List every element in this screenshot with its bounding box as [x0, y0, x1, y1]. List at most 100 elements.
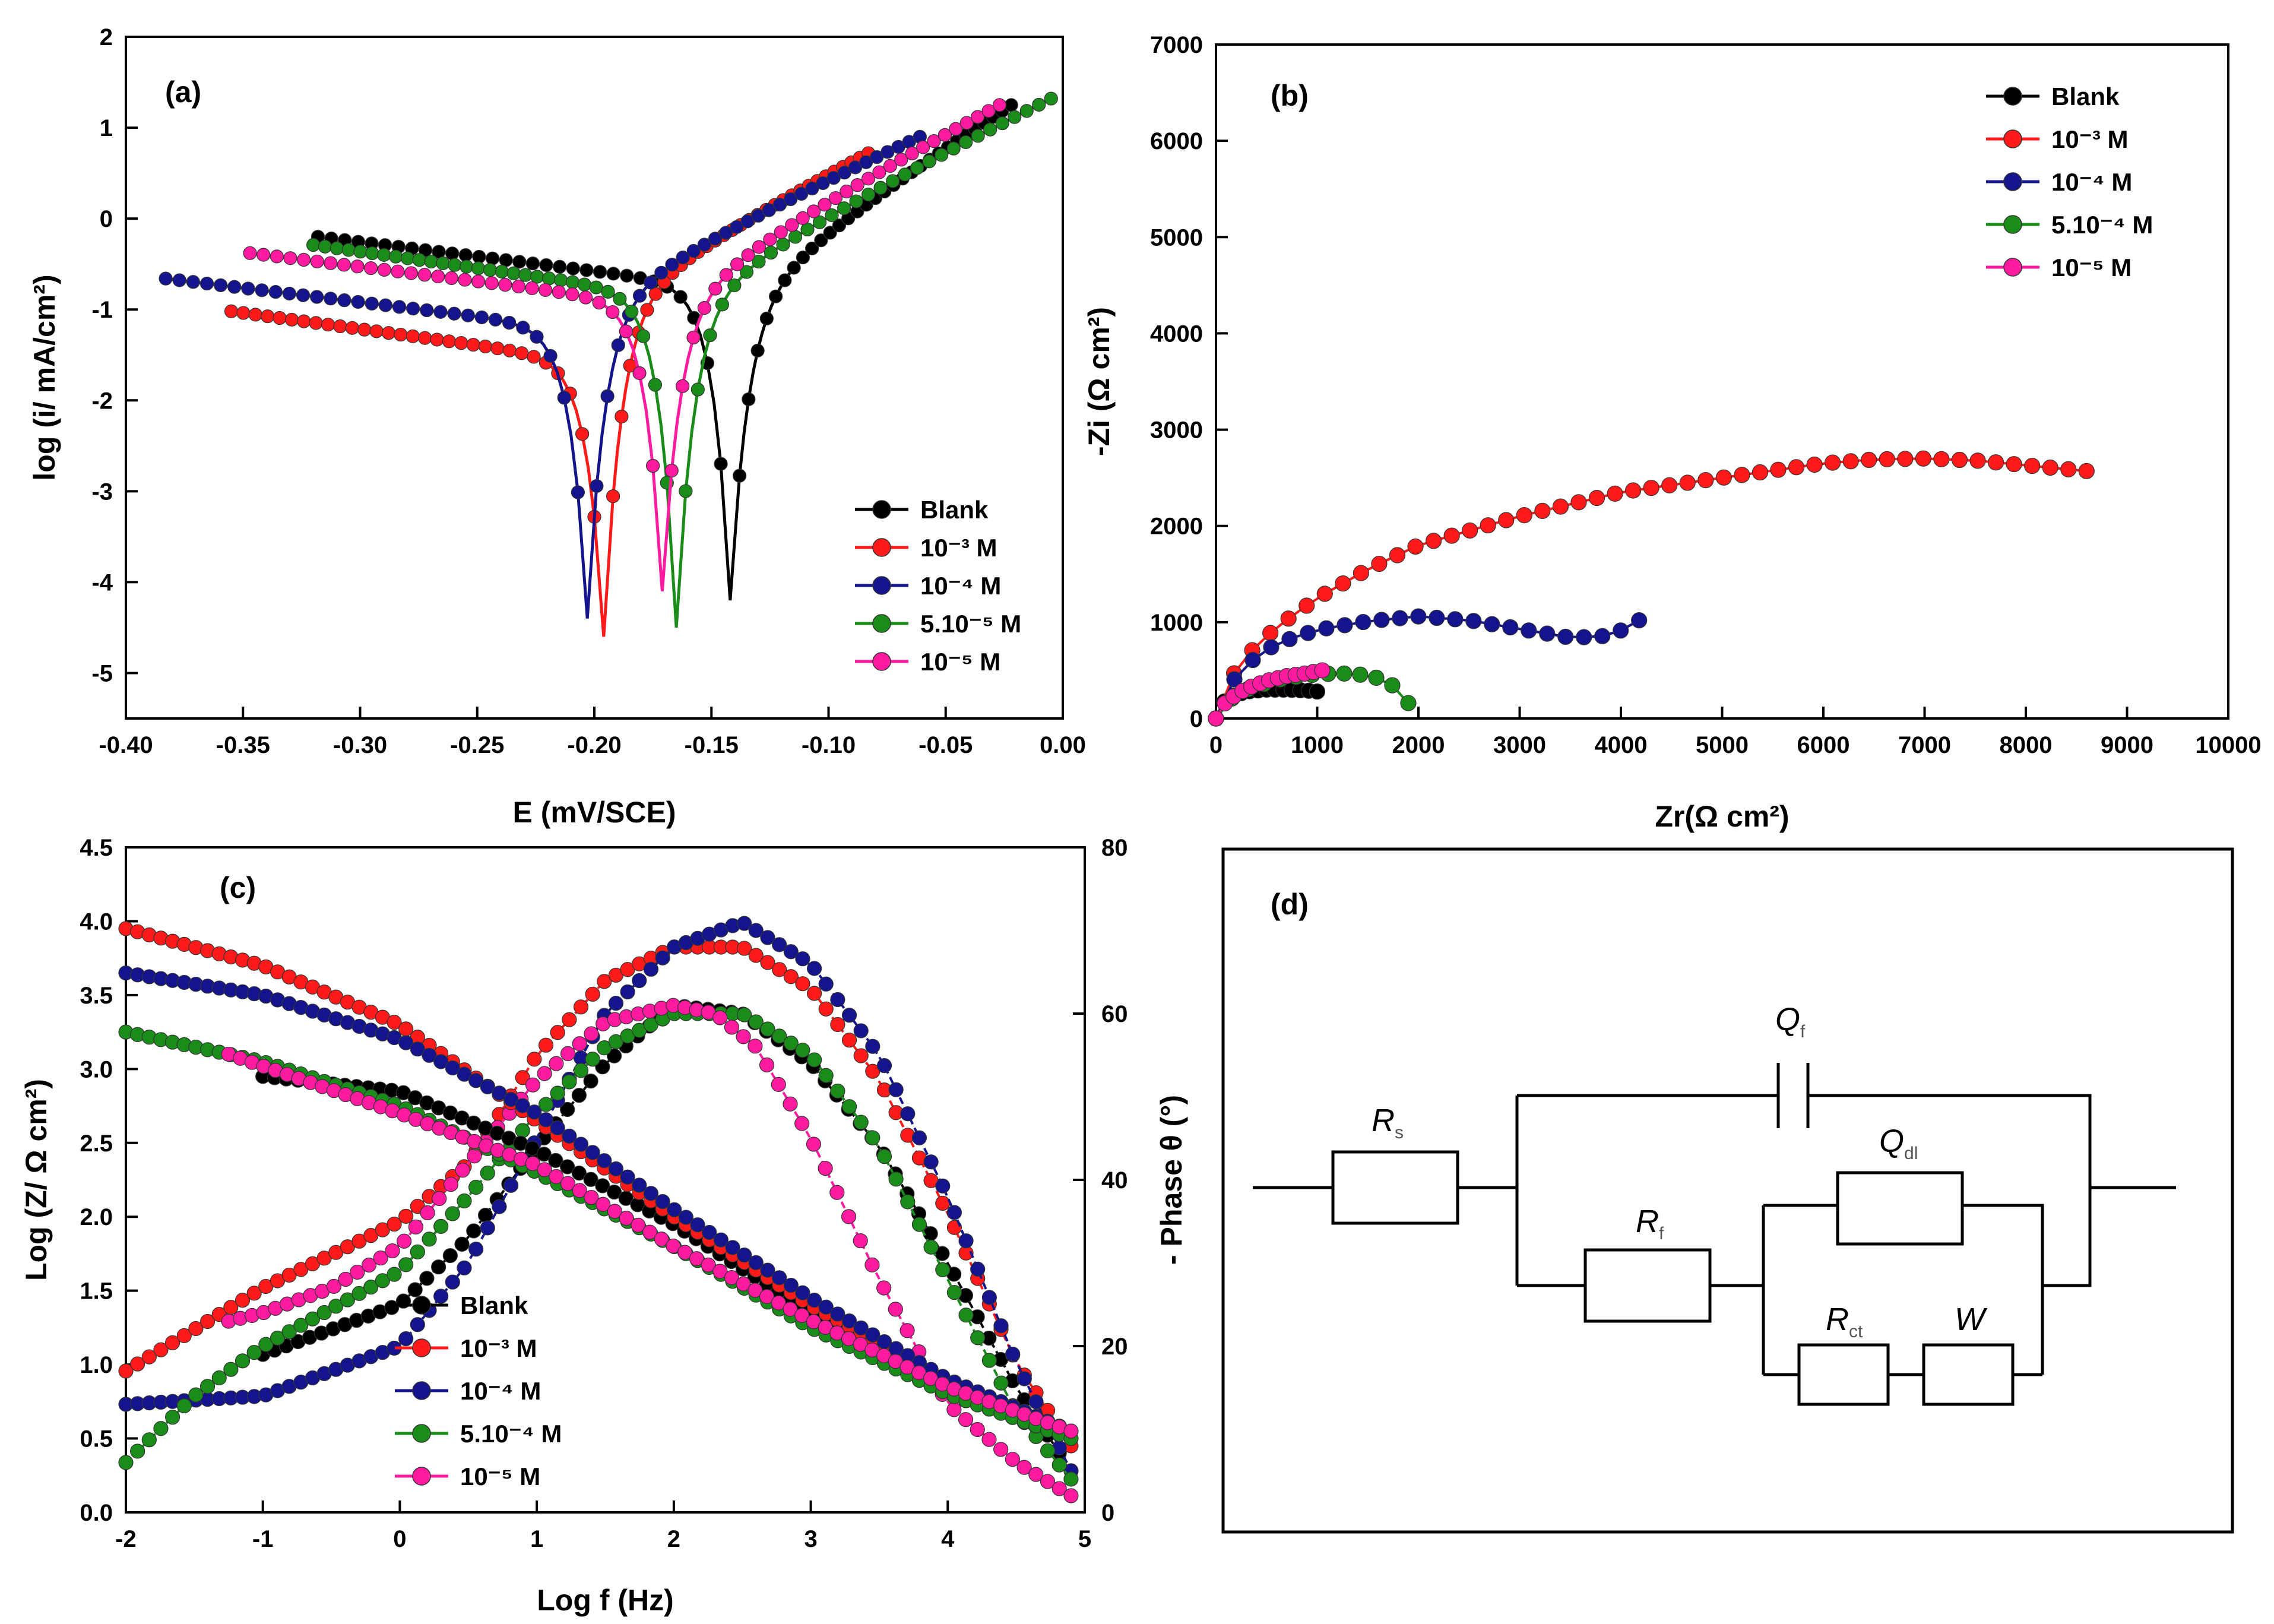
series-4-point: [806, 204, 821, 219]
x-tick-label: 3: [804, 1526, 817, 1552]
modulus-series-4-point: [759, 1289, 775, 1305]
x-tick-label: 3000: [1493, 732, 1546, 758]
panel-c-legend-label: 10⁻⁵ M: [460, 1462, 540, 1490]
modulus-series-2-point: [515, 1098, 530, 1113]
phase-series-3-point: [141, 1432, 157, 1448]
series-1-point: [454, 336, 468, 350]
series-0-point: [620, 268, 634, 283]
series-3-point: [495, 264, 509, 279]
series-1-point: [284, 312, 299, 327]
phase-series-3-point: [211, 1370, 227, 1386]
series-0-point: [472, 249, 486, 264]
modulus-series-2-point: [585, 1145, 600, 1160]
series-2-point: [351, 295, 365, 309]
phase-series-2-point: [608, 995, 624, 1011]
y-tick-label: 4000: [1150, 321, 1203, 347]
phase-series-2-point: [876, 1058, 892, 1074]
modulus-series-2-point: [748, 1255, 764, 1270]
series-3-point: [577, 277, 591, 292]
phase-series-3-point: [970, 1330, 986, 1346]
series-3-point: [898, 167, 912, 182]
modulus-series-0-point: [571, 1166, 587, 1181]
series-4-point: [484, 276, 499, 290]
x-tick-label: 9000: [2101, 732, 2153, 758]
panel-a-legend-marker: [872, 538, 891, 557]
series-3-point: [365, 246, 379, 261]
x-tick-label: 1: [530, 1526, 543, 1552]
series-1-point: [1298, 597, 1315, 614]
series-1-point: [1951, 451, 1968, 468]
phase-series-4-point: [443, 1176, 459, 1192]
series-4-point: [417, 268, 432, 282]
phase-series-4-point: [958, 1412, 974, 1427]
phase-series-1-point: [795, 976, 810, 992]
phase-series-1-point: [387, 1216, 402, 1232]
phase-series-2-point: [806, 961, 822, 976]
modulus-series-2-point: [841, 1313, 857, 1329]
panel-b-legend-label: Blank: [2051, 83, 2120, 110]
series-0-point: [445, 246, 460, 261]
x-axis-label: E (mV/SCE): [512, 796, 676, 829]
panel-b-legend-marker: [2003, 87, 2022, 106]
y2-tick-label: 40: [1101, 1167, 1128, 1194]
modulus-series-4-point: [689, 1251, 704, 1267]
series-0-point: [814, 233, 828, 248]
series-3-point: [959, 135, 973, 150]
phase-series-4-point: [338, 1271, 353, 1287]
series-1-point: [1679, 474, 1696, 491]
y-axis-label: log (i/ mA/cm²): [28, 274, 61, 480]
series-4-point: [296, 252, 311, 267]
series-2-point: [378, 298, 392, 312]
series-0-point: [742, 392, 756, 406]
series-2-point: [557, 391, 571, 405]
series-0-point: [796, 250, 810, 265]
series-1-point: [1915, 450, 1931, 467]
series-2-point: [1447, 611, 1464, 628]
series-3-point: [679, 484, 693, 498]
phase-series-1-point: [176, 1328, 192, 1343]
series-1-point: [1389, 547, 1406, 564]
modulus-series-1-point: [387, 1015, 402, 1030]
modulus-series-2-point: [480, 1079, 495, 1094]
panel-b-legend-label: 10⁻⁴ M: [2051, 168, 2132, 196]
series-2-point: [406, 302, 420, 316]
series-2-point: [392, 300, 407, 314]
series-4-point: [959, 116, 974, 130]
phase-series-1-point: [783, 969, 799, 984]
phase-series-3-point: [1052, 1457, 1067, 1473]
modulus-series-2-point: [865, 1327, 881, 1343]
phase-series-4-point: [981, 1432, 997, 1447]
x-tick-label: 6000: [1797, 732, 1850, 758]
x-tick-label: -2: [115, 1526, 137, 1552]
x-tick-label: -0.15: [685, 732, 739, 758]
x-tick-label: 0.00: [1040, 732, 1086, 758]
phase-series-3-point: [410, 1244, 425, 1259]
phase-series-1-point: [153, 1342, 169, 1357]
phase-series-3-point: [118, 1455, 134, 1470]
y-tick-label: -5: [91, 660, 113, 686]
series-3-point: [752, 254, 766, 269]
series-2-point: [159, 271, 173, 286]
series-2-point: [214, 278, 228, 292]
series-4-point: [872, 165, 886, 179]
series-1-point: [1534, 502, 1551, 519]
series-4-point: [741, 248, 755, 262]
phase-series-4-point: [572, 1036, 587, 1052]
series-1-point: [394, 327, 408, 342]
phase-series-2-point: [981, 1290, 997, 1305]
panel-b-legend-label: 5.10⁻⁴ M: [2051, 211, 2153, 239]
series-3-point: [377, 248, 391, 262]
phase-series-3-point: [433, 1218, 449, 1234]
series-1-point: [1353, 565, 1369, 581]
phase-series-1-point: [515, 1070, 530, 1085]
phase-series-4-point: [350, 1264, 365, 1280]
x-tick-label: 4000: [1595, 732, 1648, 758]
x-axis-label: Zr(Ω cm²): [1655, 800, 1789, 833]
series-4-point: [861, 172, 876, 186]
phase-series-4-point: [829, 1185, 845, 1200]
series-1-point: [1570, 494, 1587, 511]
modulus-series-2-point: [468, 1073, 484, 1088]
panel-d-label: (d): [1271, 888, 1309, 921]
series-2-point: [1300, 625, 1316, 641]
